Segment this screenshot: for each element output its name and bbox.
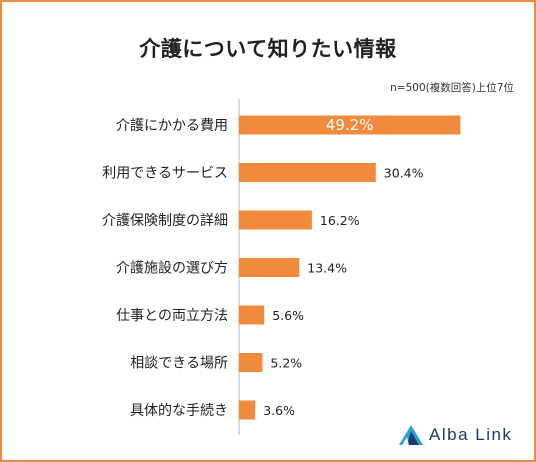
category-label: 相談できる場所 (130, 356, 228, 372)
value-label: 13.4% (307, 261, 347, 276)
value-label: 3.6% (263, 403, 295, 418)
value-label: 49.2% (326, 116, 374, 134)
bar (239, 115, 461, 135)
value-label: 30.4% (384, 166, 424, 181)
chart-title: 介護について知りたい情報 (139, 37, 397, 61)
sample-note: n=500(複数回答)上位7位 (390, 82, 514, 94)
value-label: 16.2% (320, 213, 360, 228)
bar (239, 258, 300, 277)
bars-group: 介護にかかる費用 49.2% 利用できるサービス 30.4% 介護保険制度の詳細 16.2… (102, 115, 461, 420)
value-label: 5.6% (272, 308, 304, 323)
bar (239, 353, 263, 372)
bar (239, 400, 256, 420)
bar (239, 210, 312, 230)
bar (239, 305, 265, 325)
category-label: 介護施設の選び方 (116, 261, 228, 277)
brand-logo: Alba Link (398, 424, 512, 446)
category-label: 介護保険制度の詳細 (102, 213, 228, 229)
category-label: 仕事との両立方法 (116, 308, 228, 324)
category-label: 利用できるサービス (102, 166, 228, 182)
brand-logo-icon (399, 425, 423, 445)
brand-name: Alba Link (429, 425, 513, 444)
category-label: 具体的な手続き (130, 402, 228, 419)
bar (239, 163, 376, 182)
category-label: 介護にかかる費用 (116, 118, 228, 134)
value-label: 5.2% (270, 356, 302, 371)
